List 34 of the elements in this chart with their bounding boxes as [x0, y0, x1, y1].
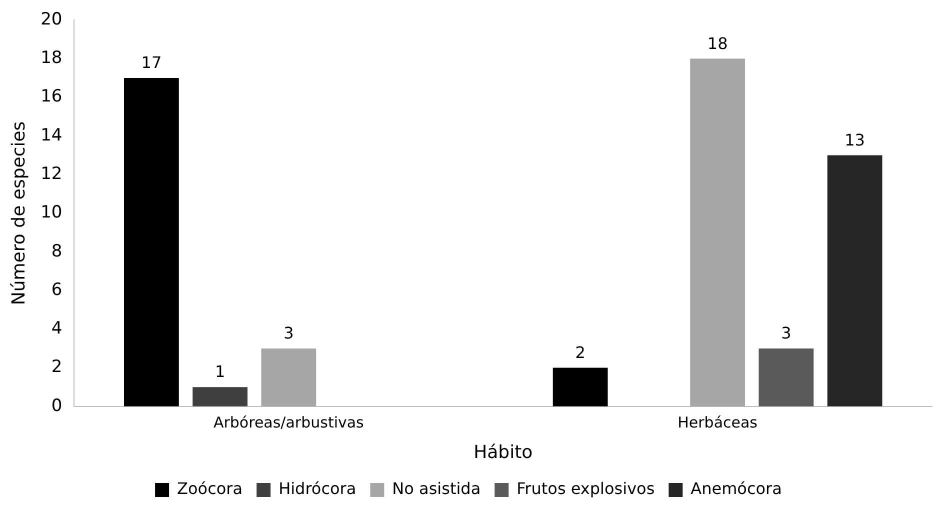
bar [261, 348, 316, 406]
y-tick-label: 14 [40, 125, 62, 146]
bar [124, 78, 179, 406]
y-tick-label: 0 [51, 396, 62, 416]
y-tick-label: 6 [51, 280, 62, 300]
bar [690, 58, 746, 406]
y-tick-label: 12 [40, 164, 62, 184]
y-tick-label: 20 [40, 9, 62, 30]
bar [827, 155, 882, 406]
data-label: 1 [214, 362, 226, 382]
x-axis-title: Hábito [474, 442, 533, 463]
data-label: 18 [707, 34, 728, 53]
legend-label: Anemócora [690, 479, 782, 498]
y-tick-label: 8 [51, 241, 62, 262]
y-tick-label: 10 [40, 202, 62, 223]
y-tick-label: 18 [40, 48, 62, 68]
bar [552, 368, 608, 406]
bar [192, 387, 248, 406]
y-tick-label: 4 [51, 318, 62, 339]
y-tick-label: 2 [51, 357, 62, 378]
legend-label: Hidrócora [278, 479, 356, 498]
data-label: 13 [844, 130, 865, 150]
data-label: 3 [284, 324, 294, 343]
bar [758, 348, 814, 406]
legend-label: No asistida [392, 479, 481, 498]
y-tick-label: 16 [40, 86, 62, 107]
legend-label: Zoócora [177, 479, 243, 498]
y-axis-title: Número de especies [8, 121, 30, 306]
x-tick-label: Arbóreas/arbustivas [213, 413, 364, 432]
data-label: 2 [575, 342, 586, 362]
x-tick-label: Herbáceas [678, 413, 758, 432]
data-label: 17 [141, 53, 162, 72]
data-label: 3 [781, 324, 792, 343]
legend-label: Frutos explosivos [516, 479, 655, 498]
